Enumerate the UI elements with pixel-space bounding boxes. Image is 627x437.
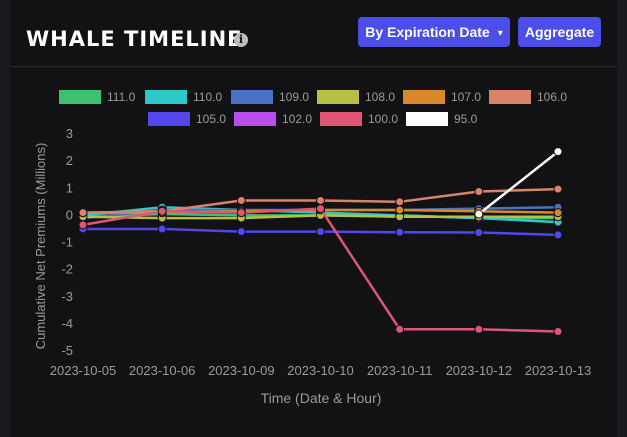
header-divider: [10, 66, 617, 67]
y-tick-label: 2: [66, 153, 73, 168]
info-icon[interactable]: i: [234, 33, 248, 47]
y-tick-label: -3: [61, 289, 73, 304]
chevron-down-icon: ▾: [497, 28, 503, 39]
y-tick-label: -5: [61, 343, 73, 358]
legend-label: 108.0: [365, 90, 395, 104]
legend-label: 111.0: [107, 90, 136, 104]
y-tick-label: -4: [61, 316, 73, 331]
legend-swatch: [317, 90, 359, 104]
y-tick-label: 0: [66, 207, 73, 222]
expiration-button-label: By Expiration Date: [365, 24, 490, 40]
legend-swatch: [234, 112, 276, 126]
legend-swatch: [145, 90, 187, 104]
legend-label: 107.0: [451, 90, 481, 104]
legend-label: 102.0: [282, 112, 312, 126]
data-point: [395, 324, 405, 334]
legend-swatch: [403, 90, 445, 104]
legend-label: 106.0: [537, 90, 567, 104]
x-tick-label: 2023-10-11: [367, 363, 433, 378]
series-line: [478, 150, 559, 216]
data-point: [395, 205, 405, 215]
legend-swatch: [406, 112, 448, 126]
data-point: [474, 209, 484, 219]
data-point: [316, 227, 325, 237]
legend-swatch: [148, 112, 190, 126]
data-point: [395, 197, 405, 207]
y-tick-label: -2: [61, 262, 73, 277]
legend-swatch: [320, 112, 362, 126]
data-point: [474, 324, 484, 334]
y-tick-label: -1: [61, 235, 73, 250]
x-axis-title: Time (Date & Hour): [261, 390, 382, 406]
x-tick-label: 2023-10-12: [446, 363, 513, 378]
data-point: [78, 220, 88, 230]
series-line: [82, 207, 559, 333]
data-point: [395, 227, 405, 237]
data-point: [78, 208, 88, 218]
data-point: [236, 227, 246, 237]
legend-label: 105.0: [196, 112, 226, 126]
x-tick-label: 2023-10-06: [129, 363, 196, 378]
x-tick-label: 2023-10-09: [208, 363, 275, 378]
data-point: [157, 206, 167, 216]
aggregate-button[interactable]: Aggregate: [518, 17, 601, 47]
y-tick-label: 1: [66, 180, 73, 195]
header: WHALE TIMELINE i By Expiration Date ▾ Agg…: [0, 0, 627, 66]
x-tick-label: 2023-10-10: [287, 363, 354, 378]
y-tick-label: 3: [66, 126, 73, 141]
data-point: [236, 208, 246, 218]
page-title: WHALE TIMELINE: [26, 27, 243, 51]
x-tick-label: 2023-10-05: [50, 363, 117, 378]
data-point: [553, 184, 563, 194]
data-point: [157, 224, 167, 234]
expiration-dropdown-button[interactable]: By Expiration Date ▾: [358, 17, 510, 47]
legend-label: 110.0: [193, 90, 222, 104]
data-point: [553, 208, 563, 218]
data-point: [474, 187, 484, 197]
legend-label: 95.0: [454, 112, 478, 126]
y-axis-title: Cumulative Net Premiums (Millions): [33, 143, 48, 350]
data-point: [236, 195, 246, 205]
legend-swatch: [59, 90, 101, 104]
legend-swatch: [489, 90, 531, 104]
legend-label: 109.0: [279, 90, 309, 104]
data-point: [553, 230, 563, 240]
data-point: [474, 227, 484, 237]
data-point: [316, 195, 325, 205]
data-point: [553, 147, 563, 157]
data-point: [316, 204, 325, 214]
data-point: [553, 326, 563, 336]
legend-swatch: [231, 90, 273, 104]
legend-label: 100.0: [368, 112, 398, 126]
x-tick-label: 2023-10-13: [525, 363, 592, 378]
